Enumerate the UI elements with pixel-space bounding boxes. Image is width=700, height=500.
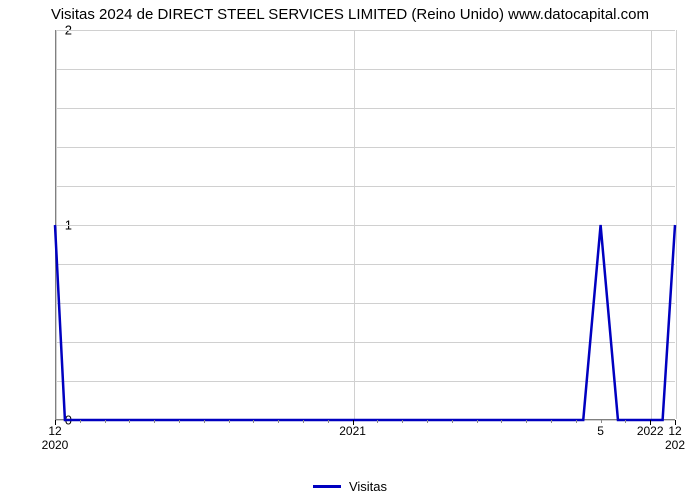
x-tick-minor bbox=[129, 420, 130, 423]
x-tick-minor bbox=[154, 420, 155, 423]
x-tick-label-month: 5 bbox=[597, 424, 604, 438]
legend-swatch bbox=[313, 485, 341, 488]
x-tick-minor bbox=[278, 420, 279, 423]
x-tick-minor bbox=[402, 420, 403, 423]
x-tick-minor bbox=[377, 420, 378, 423]
x-tick-minor bbox=[501, 420, 502, 423]
x-tick-label-year: 202 bbox=[665, 438, 685, 452]
x-tick-minor bbox=[427, 420, 428, 423]
chart-title: Visitas 2024 de DIRECT STEEL SERVICES LI… bbox=[0, 0, 700, 23]
x-tick-minor bbox=[229, 420, 230, 423]
legend: Visitas bbox=[0, 475, 700, 494]
x-tick-minor bbox=[105, 420, 106, 423]
x-tick-minor bbox=[303, 420, 304, 423]
chart-container: Visitas 2024 de DIRECT STEEL SERVICES LI… bbox=[0, 0, 700, 500]
legend-label: Visitas bbox=[349, 479, 387, 494]
x-tick-label-year: 2022 bbox=[637, 424, 664, 438]
x-tick-label-year: 2020 bbox=[42, 438, 69, 452]
x-tick-minor bbox=[526, 420, 527, 423]
x-tick-minor bbox=[452, 420, 453, 423]
x-tick-minor bbox=[328, 420, 329, 423]
x-tick-minor bbox=[179, 420, 180, 423]
x-tick-minor bbox=[80, 420, 81, 423]
series-line bbox=[55, 30, 675, 420]
x-tick-label-month: 12 bbox=[48, 424, 61, 438]
x-tick-minor bbox=[576, 420, 577, 423]
plot-area bbox=[55, 30, 675, 420]
x-tick-minor bbox=[625, 420, 626, 423]
x-tick-minor bbox=[204, 420, 205, 423]
x-tick-minor bbox=[477, 420, 478, 423]
x-tick-label-year: 2021 bbox=[339, 424, 366, 438]
x-tick-label-month: 12 bbox=[668, 424, 681, 438]
x-tick-minor bbox=[551, 420, 552, 423]
x-tick-minor bbox=[601, 420, 602, 423]
x-tick-minor bbox=[253, 420, 254, 423]
legend-item: Visitas bbox=[313, 479, 387, 494]
